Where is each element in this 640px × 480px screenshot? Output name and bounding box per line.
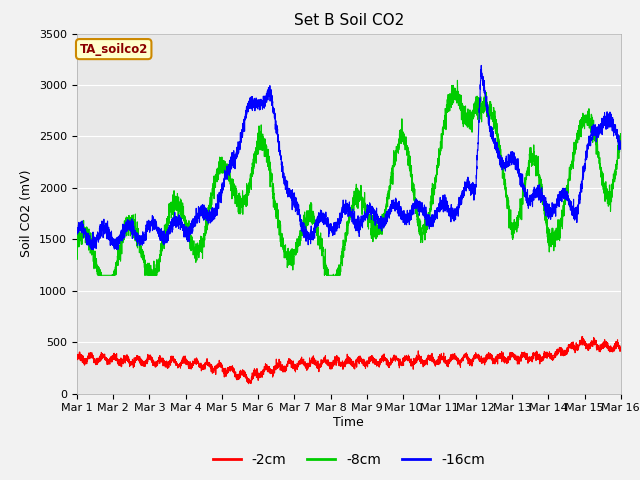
Legend: -2cm, -8cm, -16cm: -2cm, -8cm, -16cm (207, 447, 490, 472)
X-axis label: Time: Time (333, 416, 364, 429)
Text: TA_soilco2: TA_soilco2 (79, 43, 148, 56)
Title: Set B Soil CO2: Set B Soil CO2 (294, 13, 404, 28)
Y-axis label: Soil CO2 (mV): Soil CO2 (mV) (20, 170, 33, 257)
